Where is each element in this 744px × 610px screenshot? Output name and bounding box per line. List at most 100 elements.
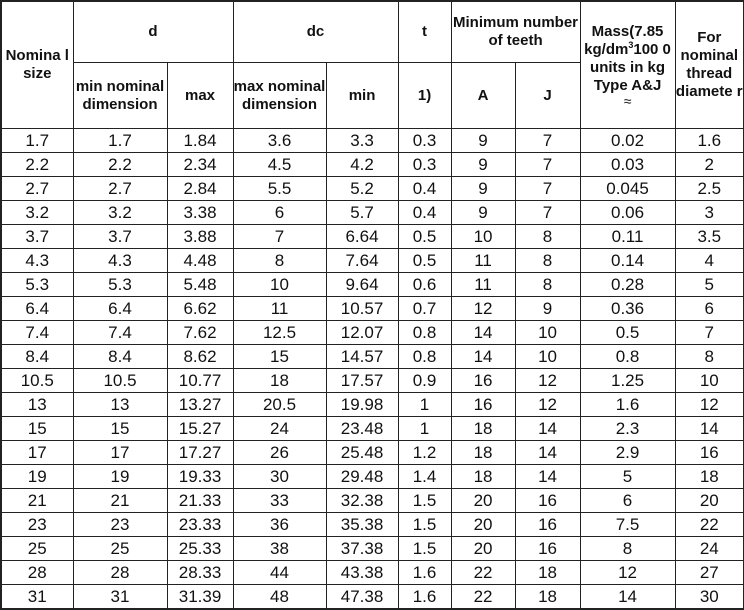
table-cell: 12 (514, 368, 581, 393)
table-cell: 3.2 (72, 200, 168, 225)
table-cell: 1.4 (397, 464, 452, 489)
table-cell: 12 (579, 560, 676, 585)
table-cell: 8 (232, 248, 327, 273)
table-cell: 2.84 (166, 176, 234, 201)
table-cell: 10 (232, 272, 327, 297)
table-cell: 6 (674, 296, 744, 321)
table-row: 5.3 5.3 5.48 10 9.64 0.6 11 8 0.28 5 (0, 272, 744, 297)
table-cell: 0.045 (579, 176, 676, 201)
table-cell: 0.4 (397, 176, 452, 201)
table-cell: 3.5 (674, 224, 744, 249)
table-cell: 10.57 (325, 296, 399, 321)
table-cell: 16 (514, 488, 581, 513)
table-row: 2.7 2.7 2.84 5.5 5.2 0.4 9 7 0.045 2.5 (0, 176, 744, 201)
table-row: 25 25 25.33 38 37.38 1.5 20 16 8 24 (0, 536, 744, 561)
table-cell: 18 (514, 584, 581, 610)
approx-symbol: ≈ (623, 93, 632, 109)
table-cell: 38 (232, 536, 327, 561)
table-cell: 0.8 (579, 344, 676, 369)
table-cell: 23.48 (325, 416, 399, 441)
table-cell: 5.5 (232, 176, 327, 201)
table-cell: 19.98 (325, 392, 399, 417)
table-cell: 32.38 (325, 488, 399, 513)
table-cell: 1.5 (397, 512, 452, 537)
table-cell: 4.3 (0, 248, 74, 273)
table-cell: 2.34 (166, 152, 234, 177)
table-body: 1.7 1.7 1.84 3.6 3.3 0.3 9 7 0.02 1.6 2.2 2.2 2.34 4.… (0, 128, 744, 610)
table-row: 3.2 3.2 3.38 6 5.7 0.4 9 7 0.06 3 (0, 200, 744, 225)
table-cell: 1.5 (397, 488, 452, 513)
table-cell: 0.6 (397, 272, 452, 297)
table-cell: 13 (0, 392, 74, 417)
header-dc-min: min (325, 62, 399, 129)
table-cell: 0.5 (579, 320, 676, 345)
table-cell: 3.3 (325, 128, 399, 153)
table-cell: 2.5 (674, 176, 744, 201)
table-cell: 17.57 (325, 368, 399, 393)
table-cell: 10.5 (72, 368, 168, 393)
table-cell: 2.3 (579, 416, 676, 441)
table-cell: 2.2 (72, 152, 168, 177)
table-cell: 16 (514, 536, 581, 561)
table-cell: 7.4 (72, 320, 168, 345)
table-cell: 31 (72, 584, 168, 610)
table-cell: 5 (579, 464, 676, 489)
table-cell: 1.25 (579, 368, 676, 393)
table-cell: 10.77 (166, 368, 234, 393)
table-cell: 17.27 (166, 440, 234, 465)
table-cell: 27 (674, 560, 744, 585)
table-cell: 3.88 (166, 224, 234, 249)
table-cell: 1.7 (72, 128, 168, 153)
table-cell: 26 (232, 440, 327, 465)
table-cell: 7.4 (0, 320, 74, 345)
table-cell: 14.57 (325, 344, 399, 369)
table-cell: 5.2 (325, 176, 399, 201)
table-cell: 19.33 (166, 464, 234, 489)
table-cell: 9.64 (325, 272, 399, 297)
table-cell: 2 (674, 152, 744, 177)
table-row: 15 15 15.27 24 23.48 1 18 14 2.3 14 (0, 416, 744, 441)
table-cell: 11 (232, 296, 327, 321)
table-cell: 4.2 (325, 152, 399, 177)
table-cell: 31.39 (166, 584, 234, 610)
table-cell: 20 (450, 512, 516, 537)
table-row: 19 19 19.33 30 29.48 1.4 18 14 5 18 (0, 464, 744, 489)
table-cell: 0.36 (579, 296, 676, 321)
header-dc: dc (232, 0, 399, 63)
table-cell: 1.6 (674, 128, 744, 153)
table-cell: 2.9 (579, 440, 676, 465)
table-cell: 48 (232, 584, 327, 610)
header-dc-max: max nominal dimension (232, 62, 327, 129)
table-cell: 8 (514, 272, 581, 297)
table-cell: 0.06 (579, 200, 676, 225)
table-cell: 6.4 (72, 296, 168, 321)
table-cell: 21 (72, 488, 168, 513)
table-cell: 21 (0, 488, 74, 513)
table-cell: 1.6 (397, 584, 452, 610)
table-cell: 0.4 (397, 200, 452, 225)
table-cell: 23 (0, 512, 74, 537)
table-cell: 7.62 (166, 320, 234, 345)
table-cell: 8 (674, 344, 744, 369)
table-cell: 13.27 (166, 392, 234, 417)
table-cell: 9 (450, 200, 516, 225)
table-cell: 8.62 (166, 344, 234, 369)
table-cell: 12.07 (325, 320, 399, 345)
mass-label-a: Mass(7.85 kg/dm (584, 23, 664, 58)
table-cell: 1.5 (397, 536, 452, 561)
table-row: 4.3 4.3 4.48 8 7.64 0.5 11 8 0.14 4 (0, 248, 744, 273)
table-cell: 19 (0, 464, 74, 489)
table-cell: 3 (674, 200, 744, 225)
table-cell: 15 (72, 416, 168, 441)
table-cell: 10 (514, 320, 581, 345)
table-cell: 0.8 (397, 344, 452, 369)
table-cell: 18 (450, 464, 516, 489)
header-t-note: 1) (397, 62, 452, 129)
table-cell: 14 (514, 464, 581, 489)
table-cell: 0.5 (397, 224, 452, 249)
table-cell: 8.4 (0, 344, 74, 369)
mass-superscript: 3 (628, 40, 634, 50)
table-cell: 33 (232, 488, 327, 513)
table-cell: 18 (674, 464, 744, 489)
